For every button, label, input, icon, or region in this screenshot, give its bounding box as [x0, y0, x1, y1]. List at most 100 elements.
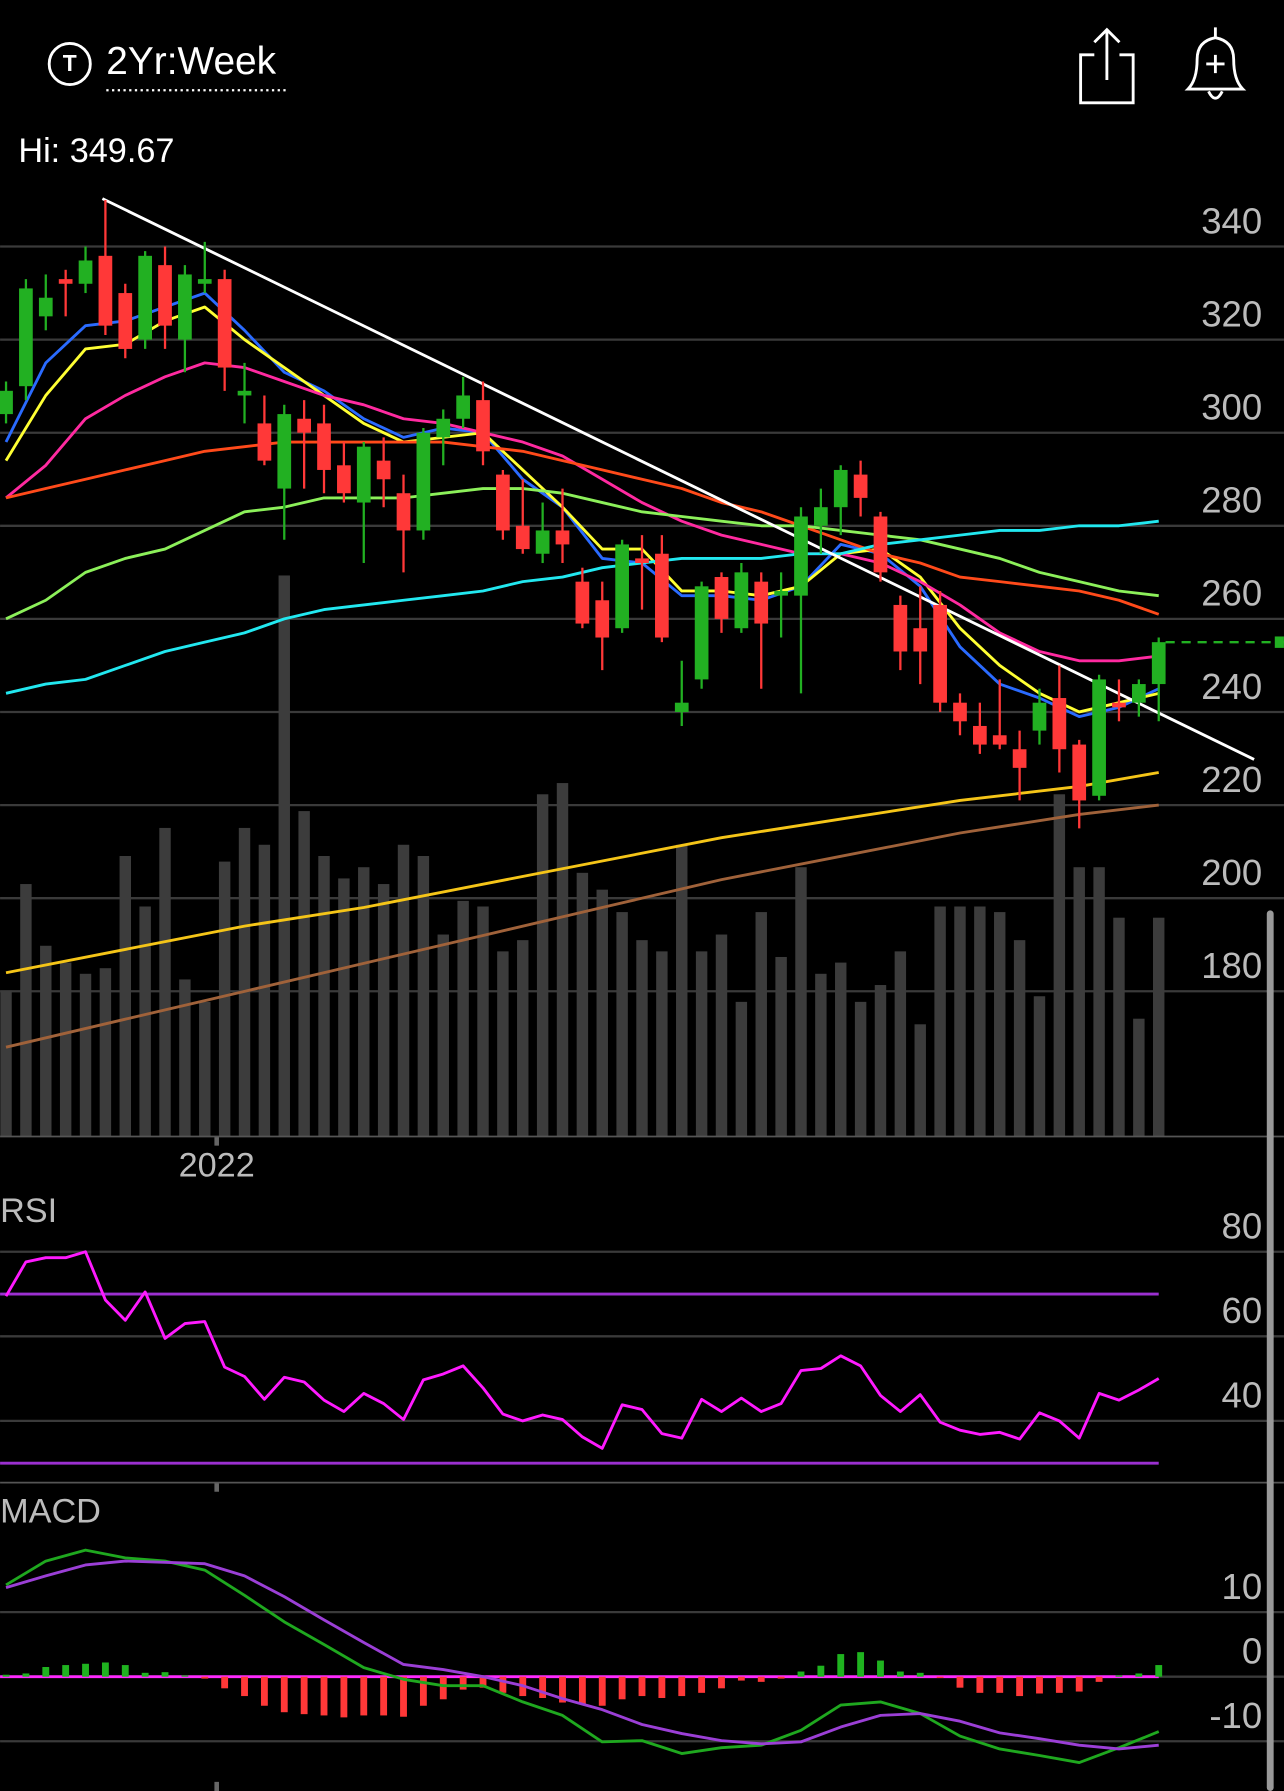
candle-body	[873, 516, 888, 573]
candle-body	[416, 432, 431, 531]
candle-body	[794, 516, 808, 596]
candle-body	[356, 446, 371, 503]
volume-bar	[596, 889, 608, 1137]
volume-bar	[1093, 867, 1105, 1137]
candle-body	[98, 255, 113, 326]
volume-bar	[517, 940, 529, 1137]
histogram-bar	[181, 1675, 189, 1677]
candle-body	[456, 395, 470, 419]
histogram-bar	[499, 1676, 507, 1693]
histogram-bar	[877, 1660, 884, 1677]
candle-body	[197, 279, 212, 284]
y-tick-label: 280	[1201, 480, 1262, 521]
volume-bar	[934, 906, 946, 1137]
volume-bar	[874, 985, 887, 1137]
histogram-bar	[479, 1676, 487, 1688]
candle-body	[1032, 702, 1047, 731]
candle-body	[595, 600, 610, 638]
trend-line	[101, 197, 1255, 761]
y-tick-label: 340	[1201, 200, 1262, 241]
histogram-bar	[300, 1676, 308, 1715]
volume-bar	[914, 1024, 926, 1137]
candle-body	[436, 418, 451, 438]
candle-body	[277, 414, 292, 489]
volume-bar	[238, 827, 251, 1137]
moving-average	[5, 803, 1159, 1049]
volume-bar	[318, 855, 330, 1137]
volume-bar	[616, 912, 628, 1137]
candle-body	[1092, 679, 1106, 796]
y-tick-label: -10	[1209, 1695, 1262, 1736]
share-arrow	[1093, 27, 1121, 80]
volume-bar	[854, 1001, 867, 1137]
y-tick-label: 60	[1222, 1290, 1263, 1331]
candle-body	[1052, 698, 1067, 750]
histogram-bar	[757, 1676, 765, 1682]
histogram-bar	[936, 1676, 944, 1678]
y-tick-label: 220	[1201, 759, 1262, 800]
candle-body	[853, 474, 868, 498]
histogram-bar	[280, 1676, 288, 1713]
candle-body	[19, 288, 33, 387]
volume-bar	[79, 973, 92, 1137]
candle-body	[833, 469, 848, 508]
volume-bar	[0, 990, 12, 1137]
candle-body	[297, 418, 311, 433]
alert-button[interactable]	[1184, 27, 1247, 100]
share-box	[1079, 53, 1135, 105]
candle-body	[317, 423, 331, 470]
volume-bar	[417, 855, 430, 1137]
histogram-bar	[320, 1676, 328, 1716]
volume-bar	[755, 912, 767, 1137]
share-button[interactable]	[1079, 27, 1135, 105]
histogram-bar	[101, 1662, 109, 1677]
y-tick-label: 320	[1201, 293, 1262, 334]
volume-bar	[1153, 917, 1165, 1137]
candle-body	[973, 725, 987, 745]
histogram-bar	[360, 1676, 368, 1716]
volume-bar	[1133, 1018, 1145, 1137]
volume-bar	[119, 855, 131, 1137]
histogram-bar	[976, 1676, 984, 1693]
histogram-bar	[1016, 1676, 1024, 1697]
candle-body	[178, 274, 192, 340]
y-tick-label: 200	[1201, 852, 1262, 893]
candle-body	[1112, 702, 1126, 708]
histogram-bar	[241, 1676, 248, 1697]
candle-body	[1012, 749, 1027, 768]
candle-body	[496, 474, 510, 531]
candle-body	[674, 702, 689, 712]
histogram-bar	[956, 1676, 964, 1688]
candle-body	[814, 507, 828, 526]
volume-bar	[358, 867, 370, 1137]
volume-bar	[835, 962, 847, 1137]
volume-bar	[556, 783, 569, 1137]
candle-body	[58, 279, 73, 284]
candle-body	[615, 544, 629, 629]
volume-bar	[656, 951, 668, 1137]
volume-bar	[377, 884, 390, 1137]
candle-body	[337, 465, 351, 494]
histogram-bar	[400, 1676, 407, 1717]
scrollbar[interactable]	[1266, 910, 1274, 1791]
histogram-bar	[678, 1676, 686, 1697]
period-label[interactable]: 2Yr:Week	[106, 40, 276, 83]
histogram-bar	[1095, 1676, 1103, 1682]
volume-bar	[59, 962, 72, 1137]
volume-bar	[258, 844, 271, 1137]
histogram-bar	[459, 1676, 467, 1690]
candle-body	[1131, 684, 1146, 703]
histogram-bar	[618, 1676, 626, 1700]
histogram-bar	[340, 1676, 348, 1718]
candle-body	[555, 530, 570, 545]
period-selector[interactable]: T 2Yr:Week	[47, 40, 287, 92]
candle-body	[734, 572, 749, 629]
histogram-bar	[161, 1672, 169, 1677]
y-tick-label: 40	[1222, 1375, 1263, 1416]
volume-bar	[457, 900, 469, 1137]
candle-body	[1151, 642, 1166, 685]
period-icon	[47, 41, 92, 86]
